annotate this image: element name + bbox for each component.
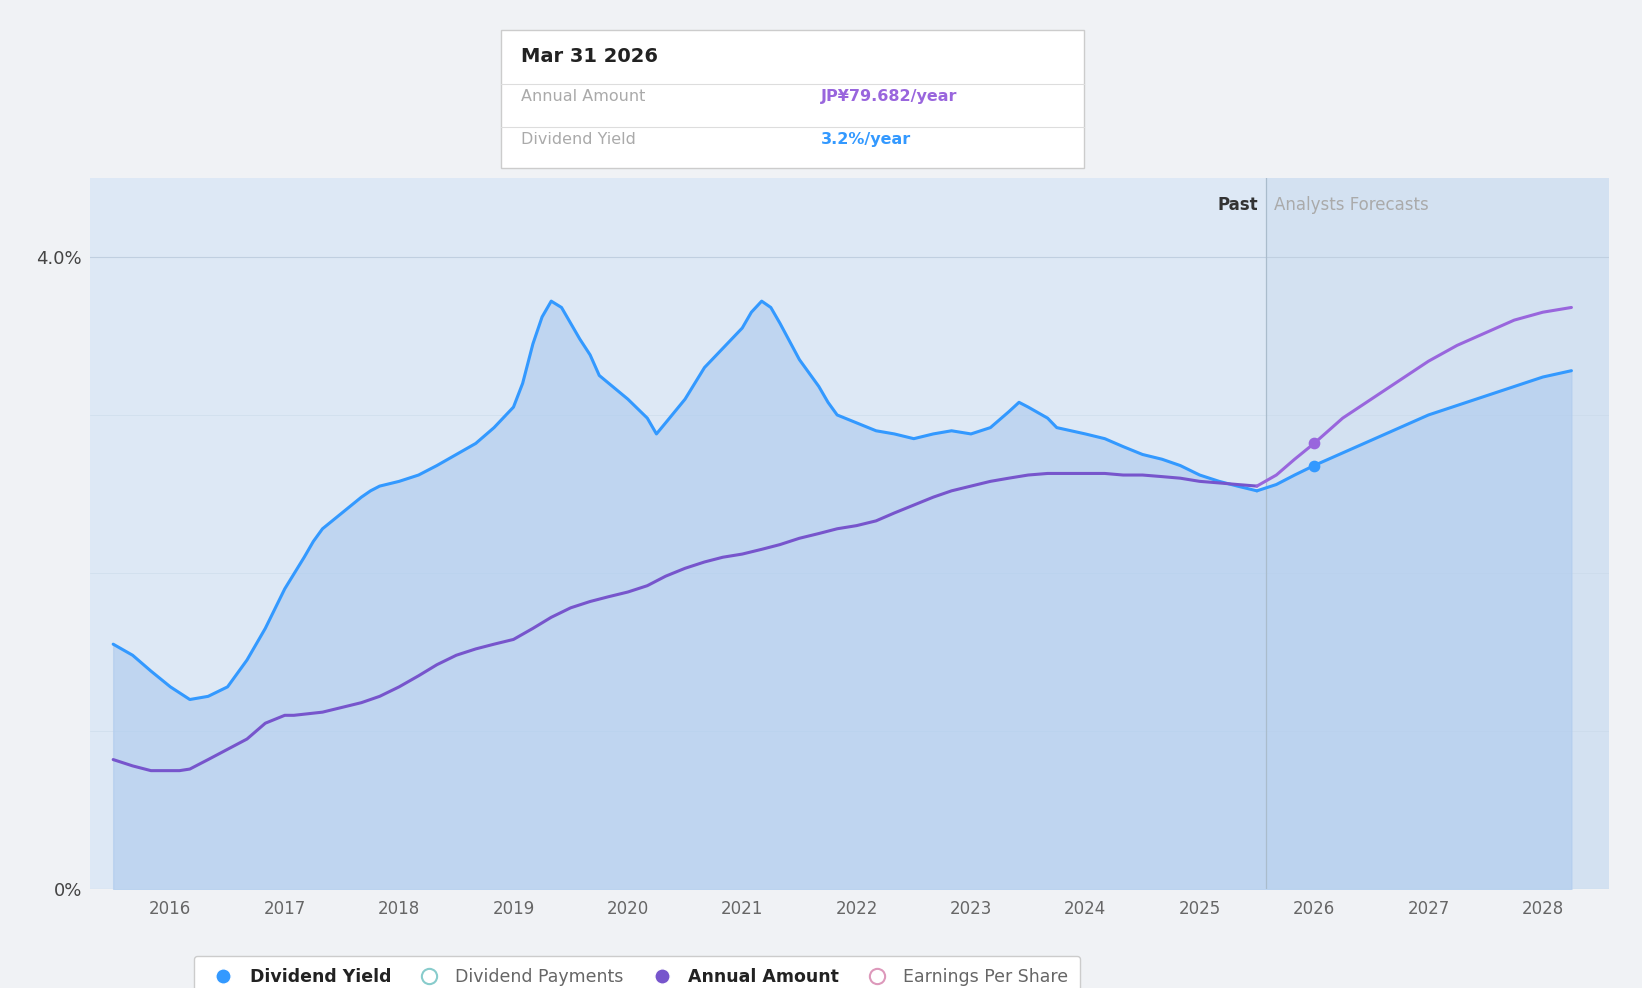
Bar [1266,178,1609,889]
Legend: Dividend Yield, Dividend Payments, Annual Amount, Earnings Per Share: Dividend Yield, Dividend Payments, Annua… [194,955,1080,988]
Text: 3.2%/year: 3.2%/year [821,132,911,147]
Text: Past: Past [1218,196,1258,213]
Text: Annual Amount: Annual Amount [521,89,645,104]
Point [1300,436,1327,452]
Text: Dividend Yield: Dividend Yield [521,132,635,147]
Text: Mar 31 2026: Mar 31 2026 [521,47,657,66]
Text: JP¥79.682/year: JP¥79.682/year [821,89,957,104]
Text: Analysts Forecasts: Analysts Forecasts [1274,196,1429,213]
Point [1300,457,1327,473]
